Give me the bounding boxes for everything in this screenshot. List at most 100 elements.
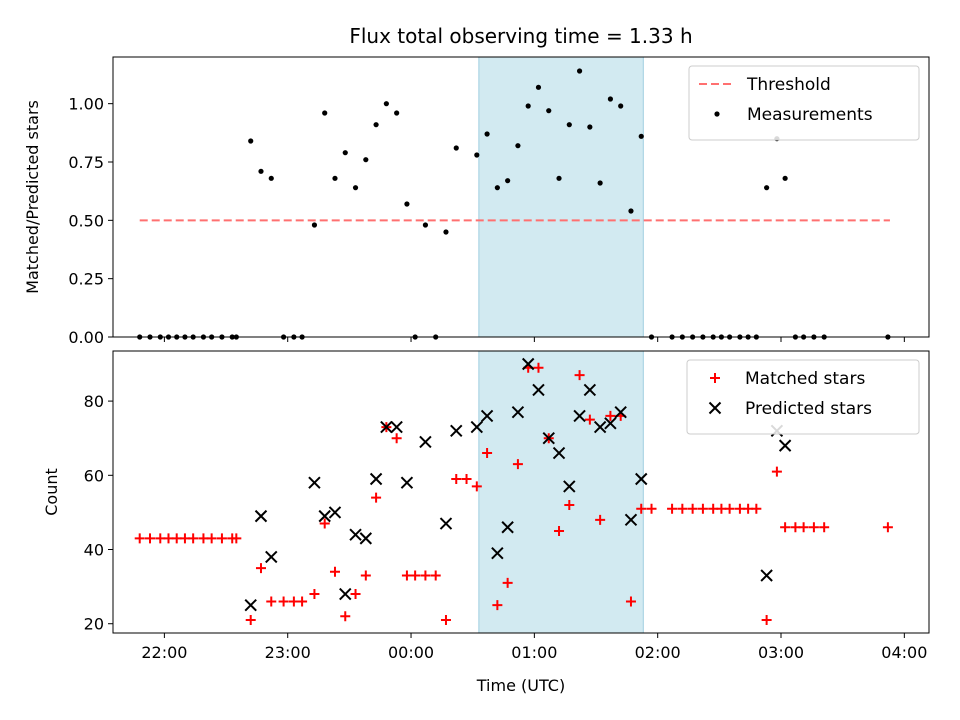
data-point (419, 435, 432, 449)
data-point (624, 513, 638, 527)
data-point (349, 528, 362, 541)
data-point (584, 414, 595, 425)
data-point (248, 138, 254, 144)
data-point (134, 533, 145, 544)
y-tick-label: 40 (84, 541, 104, 560)
data-point (646, 503, 657, 514)
data-point (605, 410, 616, 421)
highlight-span (478, 350, 644, 634)
data-point (318, 509, 331, 523)
data-point (819, 522, 830, 533)
data-point (328, 506, 342, 519)
data-point (492, 600, 503, 611)
legend-box (686, 359, 920, 435)
x-tick-label: 01:00 (511, 643, 557, 662)
x-axis-label: Time (UTC) (476, 676, 565, 695)
x-tick-label: 23:00 (265, 643, 311, 662)
data-point (380, 420, 393, 434)
data-point (363, 157, 369, 163)
data-point (573, 409, 586, 423)
data-point (502, 577, 513, 588)
data-point (782, 175, 788, 181)
y-tick-label: 0.25 (68, 270, 104, 289)
legend-label: Threshold (746, 75, 831, 95)
data-point (373, 122, 379, 128)
data-point (383, 101, 389, 107)
data-point (882, 522, 893, 533)
x-tick-label: 04:00 (881, 643, 927, 662)
data-point (554, 525, 565, 536)
data-point (430, 570, 441, 581)
data-point (697, 503, 708, 514)
y-tick-label: 60 (84, 466, 104, 485)
data-point (677, 503, 688, 514)
data-point (583, 383, 597, 397)
data-point (339, 587, 352, 601)
y-tick-label: 20 (84, 615, 104, 634)
data-point (595, 514, 606, 525)
data-point (480, 409, 494, 423)
y-axis-label: Matched/Predicted stars (23, 100, 42, 294)
data-point (535, 84, 542, 90)
data-point (371, 492, 382, 503)
y-tick-label: 0.00 (68, 328, 104, 347)
data-point (771, 466, 782, 477)
data-point (604, 417, 617, 430)
data-point (667, 503, 678, 514)
data-point (576, 68, 583, 74)
data-point (268, 175, 274, 181)
data-point (471, 481, 482, 492)
bottom-panel: 20 40 60 80 22:00 23:00 00:00 01:00 02:00 03:00 04… (42, 350, 930, 662)
data-point (515, 143, 521, 149)
data-point (308, 476, 321, 489)
data-point (231, 533, 242, 544)
data-point (505, 178, 511, 184)
data-point (533, 362, 544, 373)
data-point (470, 420, 484, 434)
data-point (461, 474, 472, 485)
data-point (501, 521, 514, 534)
legend-marker (714, 111, 720, 117)
data-point (760, 569, 773, 582)
data-point (206, 533, 217, 544)
axes-frame (112, 350, 930, 634)
data-point (546, 108, 552, 114)
legend-box (688, 65, 920, 141)
data-point (422, 222, 429, 228)
data-point (491, 547, 504, 560)
data-point (440, 615, 451, 626)
x-tick-label: 22:00 (141, 643, 187, 662)
data-point (144, 533, 155, 544)
data-point (563, 480, 576, 493)
data-point (332, 175, 338, 181)
data-point (254, 509, 268, 523)
legend: Threshold Measurements (688, 65, 920, 141)
series-0 (134, 362, 893, 626)
data-point (638, 133, 644, 139)
axes-frame (112, 56, 930, 338)
data-point (278, 596, 289, 607)
data-point (574, 370, 585, 381)
data-point (542, 431, 555, 445)
data-point (258, 168, 264, 174)
data-point (512, 459, 523, 470)
data-point (322, 110, 328, 116)
data-point (255, 563, 266, 574)
y-tick-label: 1.00 (68, 95, 104, 114)
data-point (297, 596, 308, 607)
data-point (780, 522, 791, 533)
data-point (778, 439, 792, 452)
data-point (618, 103, 624, 109)
x-tick-label: 03:00 (758, 643, 804, 662)
data-point (245, 615, 256, 626)
data-point (360, 570, 371, 581)
data-point (309, 589, 320, 600)
data-point (521, 357, 535, 371)
data-point (474, 152, 480, 158)
data-point (552, 446, 566, 460)
data-point (564, 499, 575, 510)
data-point (404, 201, 410, 207)
data-point (525, 103, 531, 109)
legend-marker (708, 401, 722, 415)
data-point (724, 503, 735, 514)
